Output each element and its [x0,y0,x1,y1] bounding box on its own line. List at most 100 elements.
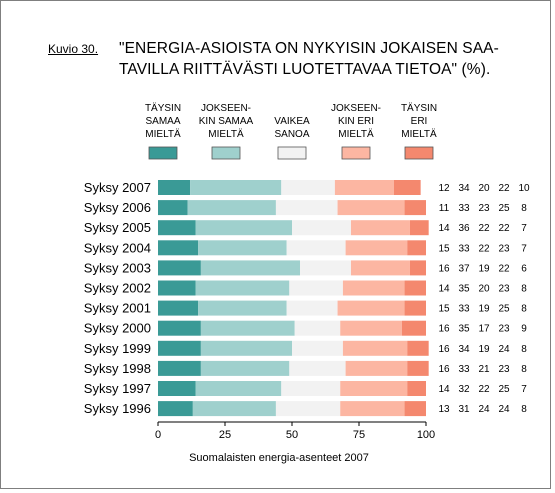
value-label: 7 [521,243,527,254]
legend-label-5-line-3: MIELTÄ [401,128,437,140]
x-tick-label: 0 [155,429,161,441]
bar-segment [200,320,295,336]
bar-segment [275,200,338,216]
bar-segment [292,220,351,236]
bar-segment [294,320,341,336]
legend-label-1-line-1: TÄYSIN [145,102,181,114]
category-label: Syksy 1999 [84,341,151,356]
x-axis: 0 25 50 75 100 [155,421,435,441]
bar-segment [192,401,276,417]
bar-segment [345,360,408,376]
value-label: 36 [458,223,470,234]
value-label: 8 [521,304,527,315]
value-label: 7 [521,384,527,395]
bar-segment [393,180,421,195]
value-label: 14 [438,384,450,395]
legend-label-3-line-2: SANOA [274,129,309,140]
bar-segment [195,381,282,396]
value-label: 23 [498,243,510,254]
value-label: 15 [438,243,450,254]
bar-segment [158,300,199,316]
bar-segment [340,320,402,336]
value-label: 25 [498,384,510,395]
legend-label-2-line-2: KIN SAMAA [199,116,254,127]
bar-segment [158,340,201,356]
value-label: 23 [478,203,490,214]
bar-segment [289,360,346,376]
value-label: 22 [498,223,510,234]
legend-label-3-line-1: VAIKEA [274,116,310,127]
bar-segment [404,300,426,316]
value-label: 22 [478,223,490,234]
value-label: 25 [498,304,510,315]
value-label: 33 [458,203,470,214]
category-label: Syksy 2005 [84,220,151,235]
bar-segment [200,260,301,276]
bar-segment [281,180,335,195]
bars: Syksy 2007 Syksy 2006 Syksy 2005 Syksy 2004… [84,180,429,417]
value-label: 23 [498,284,510,295]
value-label: 8 [521,404,527,415]
bar-segment [200,340,292,356]
value-label: 6 [521,263,527,274]
bar-segment [337,300,405,316]
legend-label-2-line-1: JOKSEEN- [201,103,251,114]
category-label: Syksy 2001 [84,301,151,316]
value-label: 11 [439,203,450,214]
category-label: Syksy 2006 [84,200,151,215]
value-label: 33 [458,304,470,315]
bar-segment [409,220,429,236]
bar-segment [281,381,341,396]
bar-segment [158,240,199,256]
value-label: 8 [521,284,527,295]
bar-segment [340,381,408,396]
value-label: 19 [478,263,490,274]
value-label: 7 [521,223,527,234]
category-label: Syksy 2000 [84,321,151,336]
bar-segment [158,200,188,216]
chart-title-line-2: TAVILLA RIITTÄVÄSTI LUOTETTAVAA TIETOA" … [119,61,491,78]
bar-segment [158,401,193,417]
legend-swatch-1 [148,146,178,160]
bar-segment [158,180,191,195]
bar-segment [190,180,282,195]
value-label: 17 [478,324,490,335]
value-label: 20 [478,284,490,295]
value-label: 25 [498,203,510,214]
legend-swatch-4 [341,146,371,160]
bar-segment [342,340,408,356]
category-label: Syksy 2003 [84,260,151,275]
bar-segment [404,280,426,296]
category-label: Syksy 2007 [84,180,151,195]
x-tick-label: 50 [286,429,298,441]
value-label: 16 [438,324,450,335]
value-label: 35 [458,324,470,335]
bar-segment [407,381,426,396]
legend-label-5-line-2: ERI [411,116,428,127]
bar-segment [158,360,201,376]
bar-segment [158,260,201,276]
bar-segment [200,360,290,376]
value-label: 33 [458,364,470,375]
value-label: 22 [498,263,510,274]
bar-segment [300,260,351,276]
value-label: 8 [521,364,527,375]
bar-segment [292,340,343,356]
source-note: Suomalaisten energia-asenteet 2007 [189,452,369,464]
value-label: 20 [478,183,490,194]
category-label: Syksy 2002 [84,281,151,296]
bar-segment [407,340,429,356]
chart-title-line-1: "ENERGIA-ASIOISTA ON NYKYISIN JOKAISEN S… [119,40,499,57]
value-label: 35 [458,284,470,295]
value-label: 24 [498,344,510,355]
legend-swatch-3 [277,146,307,160]
value-label: 8 [521,344,527,355]
value-label: 10 [518,183,530,194]
value-label: 12 [438,183,450,194]
bar-segment [158,220,196,236]
bar-segment [158,381,196,396]
bar-segment [289,280,343,296]
value-label: 24 [478,404,490,415]
value-label: 37 [458,263,470,274]
